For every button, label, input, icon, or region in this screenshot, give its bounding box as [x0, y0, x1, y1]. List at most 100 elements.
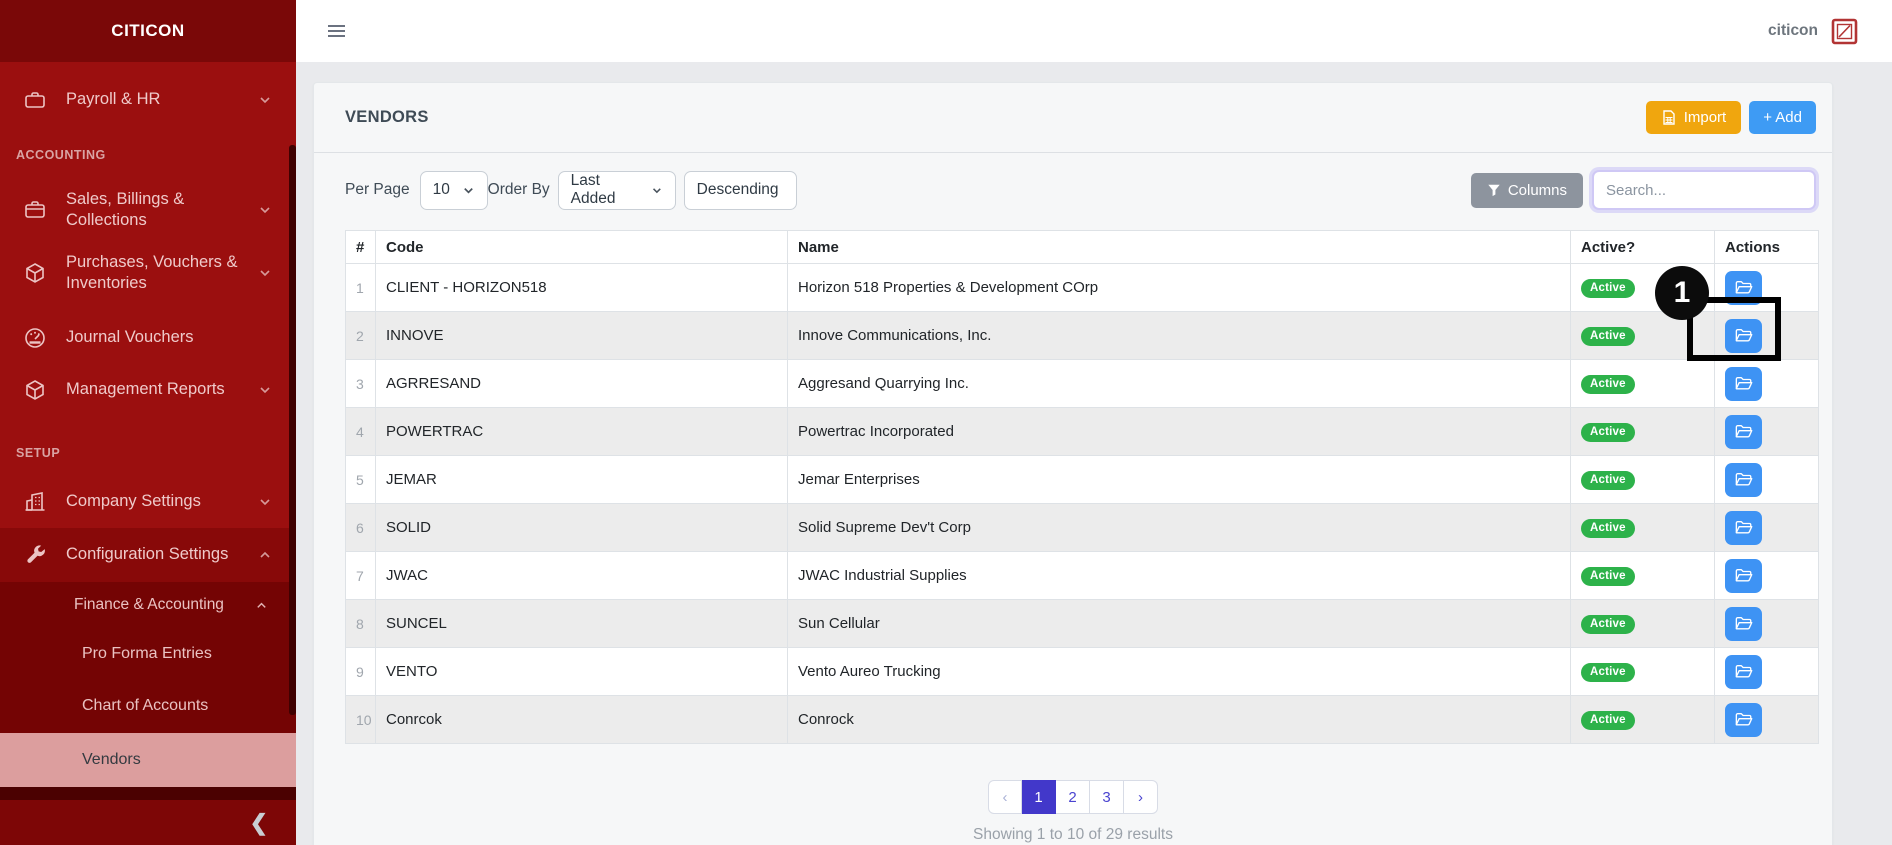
sidebar-scrollbar[interactable]	[289, 145, 296, 715]
sidebar-subheader-finance-accounting[interactable]: Finance & Accounting	[0, 582, 296, 628]
sidebar-header: CITICON	[0, 0, 296, 62]
column-header-name[interactable]: Name	[787, 230, 1571, 264]
open-vendor-button[interactable]	[1725, 606, 1762, 641]
open-vendor-button[interactable]	[1725, 654, 1762, 689]
open-vendor-button[interactable]	[1725, 270, 1762, 305]
row-number: 5	[345, 455, 376, 504]
chevron-up-icon	[255, 599, 268, 612]
open-vendor-button[interactable]	[1725, 414, 1762, 449]
sidebar-item-purchases-vouchers-inventories[interactable]: Purchases, Vouchers & Inventories	[0, 240, 296, 306]
sidebar-item-sales-billings-collections[interactable]: Sales, Billings & Collections	[0, 184, 296, 236]
sidebar-item-configuration-settings[interactable]: Configuration Settings	[0, 528, 296, 582]
spreadsheet-file-icon	[1661, 109, 1677, 126]
sidebar: CITICON Payroll & HR ACCOUNTING Sales, B…	[0, 0, 296, 845]
sidebar-item-payroll-hr[interactable]: Payroll & HR	[0, 74, 296, 126]
hamburger-menu-icon[interactable]	[328, 22, 345, 40]
cube-icon	[22, 377, 48, 403]
pagination-page-2[interactable]: 2	[1056, 780, 1090, 814]
vendor-name: Solid Supreme Dev't Corp	[787, 503, 1571, 552]
vendor-code: CLIENT - HORIZON518	[375, 263, 788, 312]
sidebar-item-vendors[interactable]: Vendors	[0, 733, 296, 787]
open-vendor-button[interactable]	[1725, 558, 1762, 593]
table-row: 6 SOLID Solid Supreme Dev't Corp Active	[345, 503, 1819, 552]
sidebar-item-label: Sales, Billings & Collections	[66, 189, 185, 229]
column-header-active[interactable]: Active?	[1570, 230, 1715, 264]
column-header-actions: Actions	[1714, 230, 1819, 264]
pagination-next-button[interactable]: ›	[1124, 780, 1158, 814]
per-page-label: Per Page	[345, 181, 410, 198]
open-vendor-button[interactable]	[1725, 510, 1762, 545]
results-summary: Showing 1 to 10 of 29 results	[973, 826, 1173, 843]
table-row: 10 Conrcok Conrock Active	[345, 695, 1819, 744]
chevron-down-icon	[258, 383, 272, 397]
open-vendor-button[interactable]	[1725, 462, 1762, 497]
row-number: 2	[345, 311, 376, 360]
sidebar-collapse-icon[interactable]: ❮	[249, 809, 268, 835]
order-direction-select[interactable]: Descending	[683, 170, 797, 210]
submenu-header-label: Finance & Accounting	[74, 596, 224, 613]
sidebar-nav: Payroll & HR ACCOUNTING Sales, Billings …	[0, 62, 296, 787]
list-controls: Per Page 10 Order By Last Added Descendi…	[314, 153, 1832, 224]
table-row: 4 POWERTRAC Powertrac Incorporated Activ…	[345, 407, 1819, 456]
import-button-label: Import	[1683, 109, 1727, 126]
import-button[interactable]: Import	[1645, 101, 1742, 134]
pagination-page-1[interactable]: 1	[1022, 780, 1056, 814]
sidebar-item-management-reports[interactable]: Management Reports	[0, 364, 296, 416]
column-header-code[interactable]: Code	[375, 230, 788, 264]
chevron-down-icon	[258, 203, 272, 217]
pagination-page-3[interactable]: 3	[1090, 780, 1124, 814]
column-header-num[interactable]: #	[345, 230, 376, 264]
citicon-logo-icon[interactable]	[1830, 16, 1860, 46]
sidebar-item-pro-forma-entries[interactable]: Pro Forma Entries	[0, 628, 296, 680]
table-header-row: # Code Name Active? Actions	[345, 230, 1819, 264]
filter-icon	[1487, 183, 1501, 197]
chevron-down-icon	[258, 266, 272, 280]
pagination-area: ‹ 1 2 3 › Showing 1 to 10 of 29 results	[314, 780, 1832, 844]
pagination: ‹ 1 2 3 ›	[988, 780, 1158, 814]
table-row: 7 JWAC JWAC Industrial Supplies Active	[345, 551, 1819, 600]
add-button-label: + Add	[1763, 109, 1802, 126]
folder-open-icon	[1735, 376, 1753, 392]
row-number: 9	[345, 647, 376, 696]
submenu-item-label: Vendors	[82, 751, 141, 768]
folder-open-icon	[1735, 520, 1753, 536]
per-page-select[interactable]: 10	[419, 170, 488, 210]
columns-button-label: Columns	[1507, 181, 1567, 199]
vendor-name: Powertrac Incorporated	[787, 407, 1571, 456]
chevron-up-icon	[258, 548, 272, 562]
sidebar-item-journal-vouchers[interactable]: Journal Vouchers	[0, 312, 296, 364]
vendor-code: Conrcok	[375, 695, 788, 744]
open-vendor-button[interactable]	[1725, 702, 1762, 737]
vendor-name: Innove Communications, Inc.	[787, 311, 1571, 360]
card-header: VENDORS Import + Add	[314, 83, 1832, 153]
table-row: 9 VENTO Vento Aureo Trucking Active	[345, 647, 1819, 696]
folder-open-icon	[1735, 664, 1753, 680]
search-input[interactable]	[1592, 170, 1816, 210]
status-badge: Active	[1581, 326, 1635, 346]
order-field-select[interactable]: Last Added	[557, 170, 676, 210]
add-button[interactable]: + Add	[1749, 101, 1816, 134]
sidebar-item-label: Journal Vouchers	[66, 328, 194, 347]
row-number: 4	[345, 407, 376, 456]
table-body: 1 CLIENT - HORIZON518 Horizon 518 Proper…	[345, 263, 1819, 744]
folder-open-icon	[1735, 472, 1753, 488]
status-badge: Active	[1581, 278, 1635, 298]
vendor-name: JWAC Industrial Supplies	[787, 551, 1571, 600]
table-row: 2 INNOVE Innove Communications, Inc. Act…	[345, 311, 1819, 360]
vendor-name: Horizon 518 Properties & Development COr…	[787, 263, 1571, 312]
sidebar-section-accounting: ACCOUNTING	[16, 148, 106, 162]
sidebar-item-chart-of-accounts[interactable]: Chart of Accounts	[0, 680, 296, 732]
chevron-down-icon	[652, 187, 661, 193]
cube-icon	[22, 260, 48, 286]
vendor-code: AGRRESAND	[375, 359, 788, 408]
sidebar-item-company-settings[interactable]: Company Settings	[0, 476, 296, 528]
columns-button[interactable]: Columns	[1470, 172, 1583, 208]
pagination-prev-button[interactable]: ‹	[988, 780, 1022, 814]
open-vendor-button[interactable]	[1725, 366, 1762, 401]
submenu-item-label: Chart of Accounts	[82, 697, 209, 714]
sidebar-item-label: Configuration Settings	[66, 545, 229, 564]
briefcase-icon	[22, 87, 48, 113]
status-badge: Active	[1581, 662, 1635, 682]
page-title: VENDORS	[345, 108, 429, 126]
open-vendor-button[interactable]	[1725, 318, 1762, 353]
